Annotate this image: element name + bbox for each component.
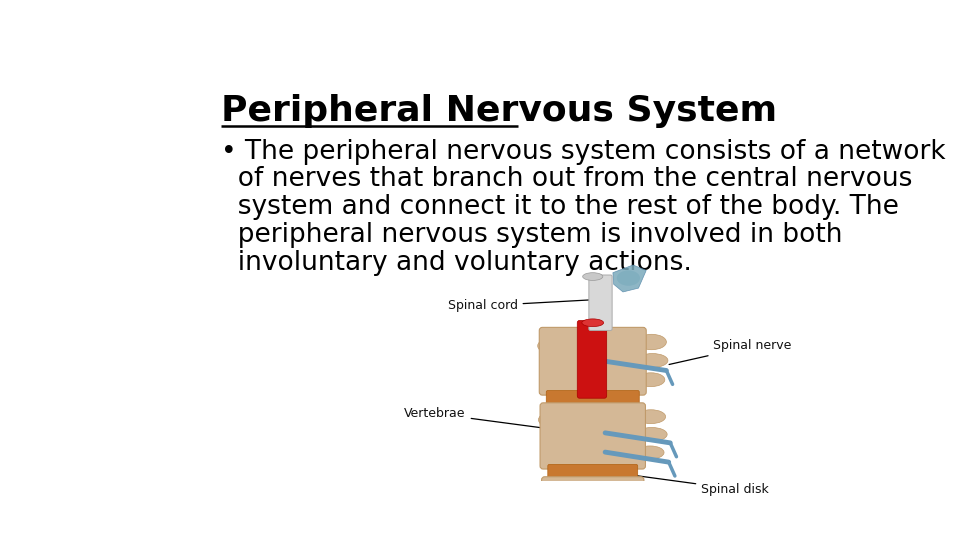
Ellipse shape xyxy=(582,319,604,327)
Ellipse shape xyxy=(636,428,667,441)
Ellipse shape xyxy=(539,414,556,426)
Text: involuntary and voluntary actions.: involuntary and voluntary actions. xyxy=(221,249,691,275)
Text: peripheral nervous system is involved in both: peripheral nervous system is involved in… xyxy=(221,222,842,248)
FancyBboxPatch shape xyxy=(540,327,646,395)
Ellipse shape xyxy=(636,373,665,387)
Ellipse shape xyxy=(636,334,666,350)
FancyBboxPatch shape xyxy=(546,390,639,408)
Text: Spinal nerve: Spinal nerve xyxy=(669,339,791,364)
FancyBboxPatch shape xyxy=(588,275,612,330)
FancyBboxPatch shape xyxy=(541,477,644,538)
Ellipse shape xyxy=(636,354,668,367)
Text: system and connect it to the rest of the body. The: system and connect it to the rest of the… xyxy=(221,194,899,220)
Text: Vertebrae: Vertebrae xyxy=(404,407,548,429)
Ellipse shape xyxy=(538,340,555,352)
FancyBboxPatch shape xyxy=(540,403,645,469)
Ellipse shape xyxy=(635,484,662,497)
Text: of nerves that branch out from the central nervous: of nerves that branch out from the centr… xyxy=(221,166,912,192)
Ellipse shape xyxy=(583,273,603,280)
Ellipse shape xyxy=(635,501,664,515)
Ellipse shape xyxy=(636,410,665,423)
FancyBboxPatch shape xyxy=(548,464,637,481)
Polygon shape xyxy=(612,265,646,292)
Text: • The peripheral nervous system consists of a network: • The peripheral nervous system consists… xyxy=(221,139,946,165)
Text: Spinal cord: Spinal cord xyxy=(447,299,592,312)
Text: Spinal disk: Spinal disk xyxy=(619,473,769,496)
FancyBboxPatch shape xyxy=(577,320,607,398)
Text: Peripheral Nervous System: Peripheral Nervous System xyxy=(221,94,777,128)
Ellipse shape xyxy=(616,271,640,286)
Ellipse shape xyxy=(636,446,664,459)
